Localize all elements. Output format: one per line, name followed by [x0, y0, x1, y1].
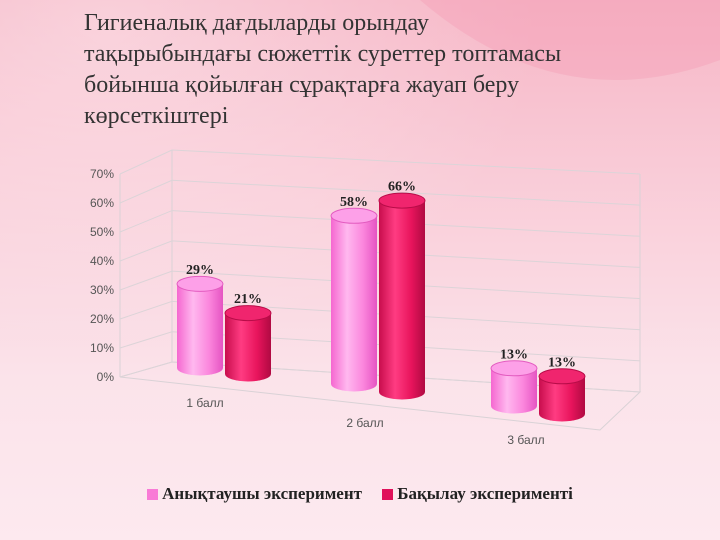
legend-item-series-2: Бақылау эксперименті	[382, 484, 573, 504]
title-line-1: Гигиеналық дағдыларды орындау	[84, 10, 429, 36]
y-tick-label: 70%	[90, 167, 114, 181]
bar	[225, 313, 271, 382]
title-line-3: бойынша қойылған сұрақтарға жауап беру	[84, 72, 520, 98]
bar	[379, 200, 425, 400]
title-line-2: тақырыбындағы сюжеттік суреттер топтамас…	[84, 41, 562, 67]
title-line-4: көрсеткіштері	[84, 103, 229, 129]
gridline	[119, 240, 641, 268]
x-tick-label: 2 балл	[346, 416, 383, 430]
gridline	[119, 331, 641, 362]
gridline	[119, 149, 641, 175]
data-label: 21%	[234, 292, 262, 307]
bar-top	[224, 305, 272, 322]
legend-item-series-1: Анықтаушы эксперимент	[147, 484, 362, 504]
legend-swatch-series-2	[382, 488, 394, 500]
slide-title: Гигиеналық дағдыларды орындау тақырыбынд…	[84, 8, 684, 132]
x-tick-label: 3 балл	[507, 433, 544, 447]
bar	[331, 215, 377, 392]
y-tick-label: 0%	[97, 370, 115, 384]
x-tick-label: 1 балл	[186, 396, 223, 410]
gridline	[119, 179, 641, 206]
bar-top	[330, 207, 378, 224]
y-tick-label: 20%	[90, 312, 114, 326]
gridline	[119, 361, 641, 393]
legend-label-series-1: Анықтаушы эксперимент	[162, 484, 362, 503]
bar	[177, 283, 223, 376]
bar-top	[538, 368, 586, 385]
bar	[539, 376, 585, 422]
bar-top	[176, 275, 224, 292]
y-tick-label: 30%	[90, 283, 114, 297]
data-label: 29%	[186, 263, 214, 278]
y-tick-label: 60%	[90, 196, 114, 210]
bar	[491, 368, 537, 414]
gridline	[119, 210, 641, 237]
data-label: 58%	[340, 195, 368, 210]
bar-top	[490, 360, 538, 377]
y-tick-label: 40%	[90, 254, 114, 268]
y-tick-label: 10%	[90, 341, 114, 355]
data-label: 13%	[500, 347, 528, 362]
chart-legend: Анықтаушы эксперимент Бақылау эксперимен…	[0, 484, 720, 505]
data-label: 13%	[548, 355, 576, 370]
y-tick-label: 50%	[90, 225, 114, 239]
bar-top	[378, 192, 426, 209]
data-label: 66%	[388, 180, 416, 195]
gridline	[119, 270, 641, 300]
legend-swatch-series-1	[147, 488, 159, 500]
legend-label-series-2: Бақылау эксперименті	[397, 484, 573, 503]
gridline	[119, 300, 641, 331]
bar-chart: 0% 10% 20% 30% 40% 50% 60% 70% 29% 21% 1 балл 58% 6…	[90, 149, 642, 447]
